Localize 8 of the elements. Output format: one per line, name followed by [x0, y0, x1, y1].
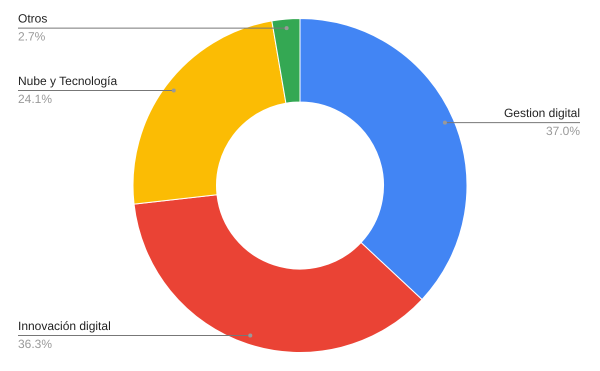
data-label: 36.3%	[18, 336, 52, 351]
slice-label: Innovación digital	[18, 318, 111, 333]
slice-label: Otros	[18, 11, 48, 26]
slice-label: Gestion digital	[504, 106, 580, 120]
data-label: 2.7%	[18, 29, 46, 44]
data-label: 37.0%	[546, 124, 580, 138]
slice-label: Nube y Tecnología	[18, 74, 118, 88]
data-label: 24.1%	[18, 92, 52, 106]
